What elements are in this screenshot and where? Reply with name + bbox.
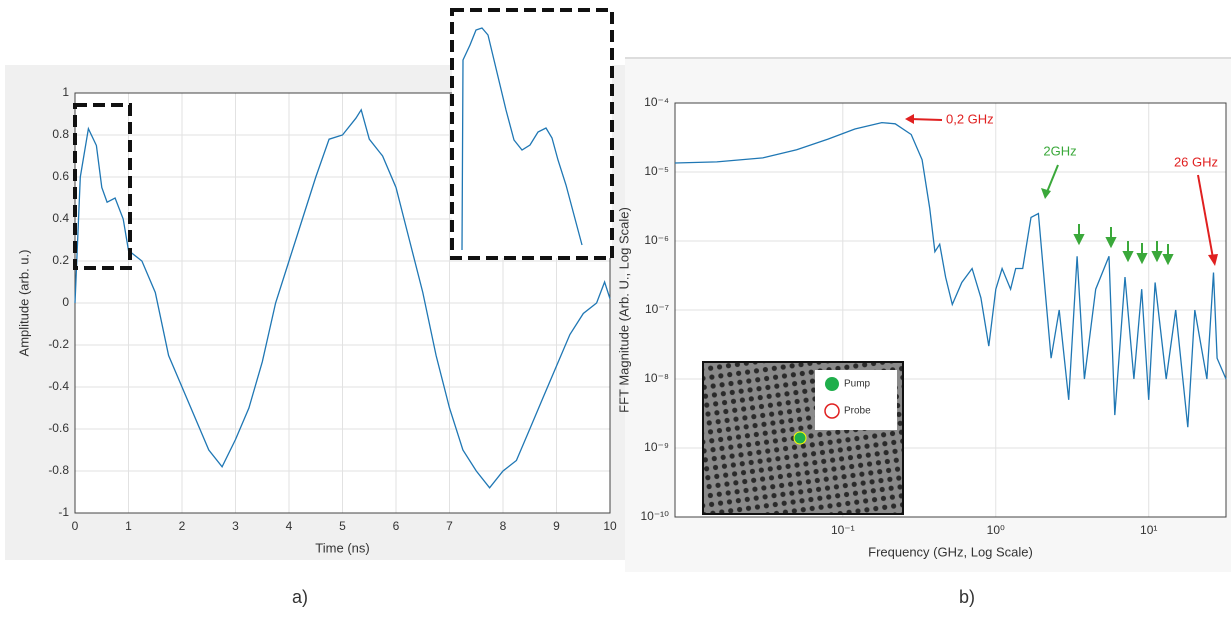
arrow-head bbox=[1041, 188, 1051, 199]
x-tick-label: 9 bbox=[553, 519, 560, 533]
pump-marker bbox=[825, 377, 839, 391]
x-tick-label: 7 bbox=[446, 519, 453, 533]
zoom-trace bbox=[461, 27, 583, 251]
y-axis-label: FFT Magnitude (Arb. U., Log Scale) bbox=[616, 207, 631, 413]
y-tick-label: 0.2 bbox=[52, 253, 69, 267]
annotation: 0,2 GHz bbox=[946, 111, 994, 126]
y-tick-label: 10⁻⁵ bbox=[644, 164, 669, 178]
line-trace bbox=[74, 108, 611, 489]
y-tick-label: 0 bbox=[62, 295, 69, 309]
zoom-inset bbox=[450, 8, 614, 260]
arrow bbox=[1197, 174, 1214, 259]
x-tick-label: 0 bbox=[72, 519, 79, 533]
green-arrows bbox=[1073, 224, 1174, 266]
y-tick-label: 10⁻⁷ bbox=[645, 302, 669, 316]
charts: 0 1 2 3 4 5 6 7 8 9 10 -1 -0.8 -0.6 -0.4 -0.2 0 0.2 0.4 0.6… bbox=[16, 85, 1227, 607]
x-tick-label: 3 bbox=[232, 519, 239, 533]
x-tick-label: 10⁰ bbox=[987, 523, 1005, 537]
panel-label: a) bbox=[292, 587, 308, 607]
y-tick-label: 0.6 bbox=[52, 169, 69, 183]
arrow-head bbox=[905, 114, 914, 124]
overlays: 0,2 GHz 2GHz 26 GHz Pump Probe bbox=[73, 8, 1218, 515]
y-tick-label: 10⁻⁶ bbox=[644, 233, 669, 247]
pump-spot bbox=[793, 431, 807, 445]
x-tick-label: 2 bbox=[179, 519, 186, 533]
y-tick-label: -0.2 bbox=[48, 337, 69, 351]
panel-label: b) bbox=[959, 587, 975, 607]
y-tick-label: -0.4 bbox=[48, 379, 69, 393]
y-tick-label: 10⁻⁸ bbox=[644, 371, 669, 385]
annotation: 26 GHz bbox=[1174, 154, 1218, 169]
y-tick-label: 10⁻⁹ bbox=[644, 440, 669, 454]
x-axis-label: Time (ns) bbox=[315, 540, 369, 555]
y-axis-label: Amplitude (arb. u.) bbox=[16, 250, 31, 357]
x-tick-label: 6 bbox=[393, 519, 400, 533]
annotation: 2GHz bbox=[1043, 143, 1076, 158]
y-tick-label: 1 bbox=[62, 85, 69, 99]
arrow bbox=[1046, 164, 1059, 193]
y-tick-label: 0.4 bbox=[52, 211, 69, 225]
x-tick-label: 10 bbox=[603, 519, 617, 533]
y-tick-label: -0.6 bbox=[48, 421, 69, 435]
x-tick-label: 1 bbox=[125, 519, 132, 533]
x-tick-label: 10⁻¹ bbox=[831, 523, 855, 537]
probe-marker bbox=[824, 403, 840, 419]
y-tick-label: -0.8 bbox=[48, 463, 69, 477]
x-tick-label: 8 bbox=[500, 519, 507, 533]
x-axis-label: Frequency (GHz, Log Scale) bbox=[868, 544, 1033, 559]
x-tick-label: 5 bbox=[339, 519, 346, 533]
y-tick-label: 0.8 bbox=[52, 127, 69, 141]
x-tick-label: 4 bbox=[286, 519, 293, 533]
y-tick-label: -1 bbox=[58, 505, 69, 519]
plot-frame bbox=[674, 102, 1227, 518]
y-tick-label: 10⁻⁴ bbox=[644, 95, 669, 109]
arrow bbox=[909, 118, 943, 121]
legend-label: Pump bbox=[844, 379, 871, 390]
zoom-region bbox=[73, 103, 132, 270]
line-trace bbox=[674, 121, 1227, 428]
y-tick-label: 10⁻¹⁰ bbox=[641, 509, 670, 523]
arrow-head bbox=[1208, 254, 1218, 266]
legend-label: Probe bbox=[844, 406, 871, 417]
x-tick-label: 10¹ bbox=[1140, 523, 1157, 537]
